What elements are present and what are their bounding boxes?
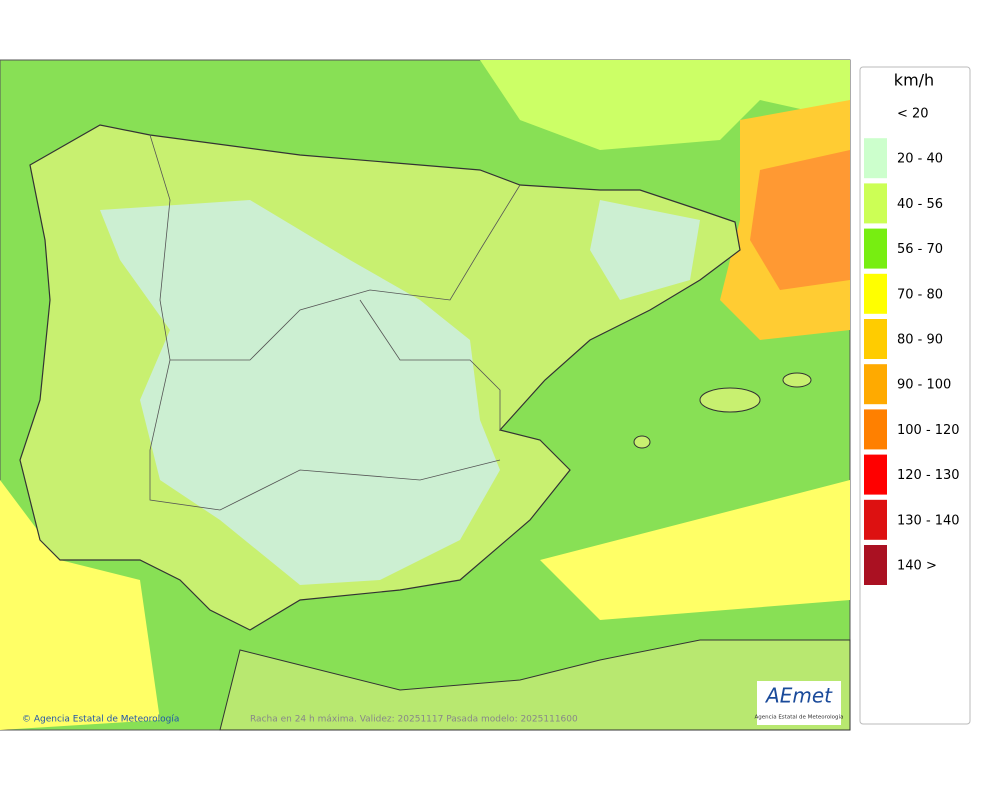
legend-swatch — [864, 228, 887, 269]
island — [699, 387, 761, 413]
legend-label: < 20 — [897, 107, 929, 122]
legend-swatch — [864, 183, 887, 224]
legend-label: 56 - 70 — [897, 242, 943, 257]
sea-zone — [480, 60, 850, 150]
legend-label: 40 - 56 — [897, 197, 943, 212]
island — [782, 372, 812, 388]
legend: < 20 20 - 40 40 - 56 56 - 70 70 - 80 80 - 90 9… — [864, 107, 960, 585]
legend-swatch — [864, 454, 887, 495]
logo-name: AEmet — [764, 684, 833, 708]
legend-label: 100 - 120 — [897, 423, 960, 438]
legend-swatch — [864, 499, 887, 540]
legend-label: 90 - 100 — [897, 378, 951, 393]
sea-zone — [0, 480, 160, 730]
north-africa — [219, 639, 851, 731]
legend-label: 70 - 80 — [897, 287, 943, 302]
legend-swatch — [864, 409, 887, 450]
calm-zone — [590, 200, 700, 300]
region-borders — [149, 134, 521, 511]
caption: Racha en 24 h máxima. Validez: 20251117 … — [250, 715, 578, 725]
legend-label: 130 - 140 — [897, 513, 960, 528]
legend-label: 80 - 90 — [897, 333, 943, 348]
calm-zone — [100, 200, 500, 585]
legend-box — [859, 66, 971, 725]
legend-label: 140 > — [897, 559, 937, 574]
legend-swatch — [864, 545, 887, 585]
logo-box — [757, 681, 841, 725]
legend-swatch — [864, 319, 887, 359]
legend-swatch — [864, 273, 887, 314]
island — [633, 435, 651, 449]
sea-zone — [540, 480, 850, 620]
legend-swatch — [864, 138, 887, 179]
legend-swatch — [864, 364, 887, 405]
legend-title: km/h — [894, 71, 934, 90]
strong-wind-zone — [750, 150, 850, 290]
legend-label: 20 - 40 — [897, 152, 943, 167]
credit: © Agencia Estatal de Meteorología — [22, 715, 179, 725]
logo-subtitle: Agencia Estatal de Meteorología — [755, 714, 844, 721]
legend-label: 120 - 130 — [897, 468, 960, 483]
